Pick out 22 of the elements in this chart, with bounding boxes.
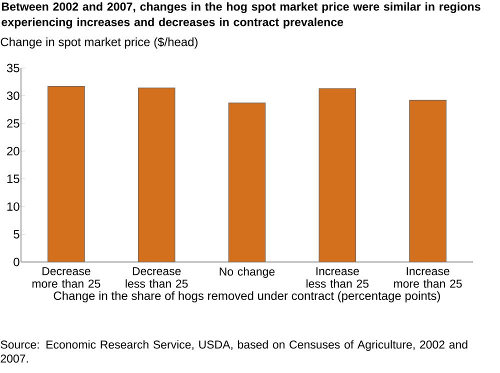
y-tick-label: 25 xyxy=(7,119,20,128)
bar xyxy=(318,88,356,262)
x-tick-label: Increase less than 25 xyxy=(306,267,369,288)
x-tick-label: No change xyxy=(220,267,275,278)
x-axis-title: Change in the share of hogs removed under contract (percentage points) xyxy=(54,291,440,302)
y-tick-label: 10 xyxy=(7,202,20,211)
y-tick-label: 20 xyxy=(7,146,20,156)
chart-title: Between 2002 and 2007, changes in the hog spot market price were similar in regions experiencing increases and decreases in contract prevalence xyxy=(2,2,480,29)
bar xyxy=(48,86,85,262)
x-tick-label: Decrease less than 25 xyxy=(126,267,188,288)
x-tick-label: Increase more than 25 xyxy=(394,267,462,288)
bar xyxy=(138,88,176,262)
bar xyxy=(228,102,266,262)
y-axis-title: Change in spot market price ($/head) xyxy=(0,37,198,49)
y-tick-label: 5 xyxy=(14,230,20,238)
y-tick-label: 15 xyxy=(7,174,20,184)
y-tick-label: 30 xyxy=(6,91,20,100)
y-tick-label: 0 xyxy=(14,258,20,266)
x-tick-label: Decrease more than 25 xyxy=(32,267,100,288)
y-tick-label: 35 xyxy=(6,64,20,72)
bar xyxy=(409,100,446,262)
source-note: Source: Economic Research Service, USDA, based on Censuses of Agriculture, 2002 and 2007. xyxy=(0,340,468,363)
